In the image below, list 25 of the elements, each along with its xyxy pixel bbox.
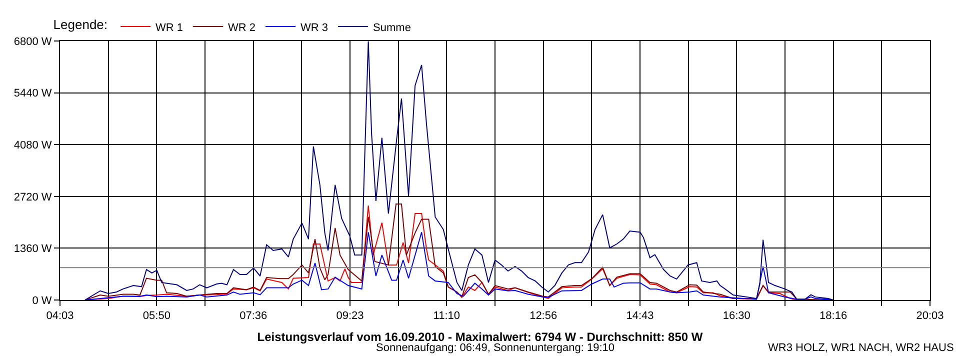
legend-title: Legende:	[53, 16, 108, 32]
line-series	[84, 41, 834, 300]
y-tick-label: 1360 W	[14, 243, 52, 256]
x-tick-label: 14:43	[626, 310, 654, 322]
legend-label: WR 2	[228, 22, 256, 34]
x-tick-label: 09:23	[336, 310, 364, 322]
y-tick-label: 2720 W	[14, 191, 52, 204]
x-tick-label: 20:03	[916, 310, 944, 322]
x-tick-label: 12:56	[530, 310, 558, 322]
legend-label: Summe	[373, 22, 411, 34]
x-tick-label: 05:50	[142, 310, 170, 322]
legend-label: WR 1	[156, 22, 184, 34]
y-tick-label: 4080 W	[14, 139, 52, 152]
text: Sonnenaufgang: 06:49, Sonnenuntergang: 19:10	[376, 342, 615, 354]
legend-label: WR 3	[300, 22, 328, 34]
y-tick-label: 6800 W	[14, 36, 52, 48]
x-tick-label: 11:10	[433, 310, 460, 322]
text: Leistungsverlauf vom 16.09.2010 - Maximalwert: 6794 W - Durchschnitt: 850 W	[257, 330, 704, 344]
y-tick-label: 0 W	[32, 294, 52, 307]
y-tick-label: 5440 W	[14, 88, 52, 100]
x-tick-label: 07:36	[240, 310, 268, 322]
x-tick-label: 18:16	[820, 310, 848, 322]
x-tick-label: 16:30	[722, 310, 750, 322]
text: WR3 HOLZ, WR1 NACH, WR2 HAUS	[768, 342, 954, 354]
x-tick-label: 04:03	[46, 310, 74, 322]
